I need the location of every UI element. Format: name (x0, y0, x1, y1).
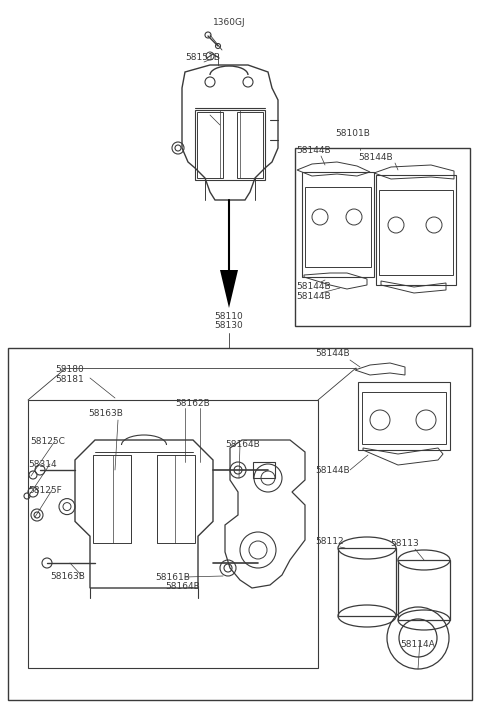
Text: 58144B: 58144B (358, 153, 393, 162)
Text: 58314: 58314 (28, 460, 57, 469)
Bar (295, 148, 470, 326)
Text: 58181: 58181 (55, 375, 84, 384)
Bar (157, 455, 195, 543)
Text: 58151B: 58151B (185, 54, 220, 62)
Bar (93, 455, 131, 543)
Bar (362, 392, 446, 444)
Bar (338, 548, 396, 616)
Text: 58144B: 58144B (296, 282, 331, 291)
Text: 58130: 58130 (215, 321, 243, 330)
Text: 58164B: 58164B (225, 440, 260, 449)
Text: 58112: 58112 (315, 537, 344, 546)
Text: 58161B: 58161B (155, 573, 190, 582)
Text: 58163B: 58163B (50, 572, 85, 581)
Bar (237, 112, 263, 178)
Bar (398, 560, 450, 620)
Text: 58180: 58180 (55, 365, 84, 374)
Bar (305, 187, 371, 267)
Bar (253, 462, 275, 478)
Text: 58125F: 58125F (28, 486, 62, 495)
Text: 58125C: 58125C (30, 437, 65, 446)
Text: 58163B: 58163B (88, 409, 123, 418)
Text: 58162B: 58162B (175, 399, 210, 408)
Text: 58144B: 58144B (296, 292, 331, 301)
Text: 58164B: 58164B (165, 582, 200, 591)
Text: 1360GJ: 1360GJ (213, 18, 246, 27)
Text: 58144B: 58144B (315, 349, 349, 358)
Bar (8, 348, 472, 700)
Bar (379, 190, 453, 275)
Text: 58110: 58110 (215, 312, 243, 321)
Text: 58113: 58113 (390, 539, 419, 548)
Text: 58144B: 58144B (296, 146, 331, 155)
Text: 58114A: 58114A (400, 640, 435, 649)
Bar (28, 400, 318, 668)
Text: 58101B: 58101B (335, 129, 370, 138)
Text: 58144B: 58144B (315, 466, 349, 475)
Bar (197, 112, 223, 178)
Polygon shape (220, 270, 238, 308)
Bar (195, 110, 265, 180)
